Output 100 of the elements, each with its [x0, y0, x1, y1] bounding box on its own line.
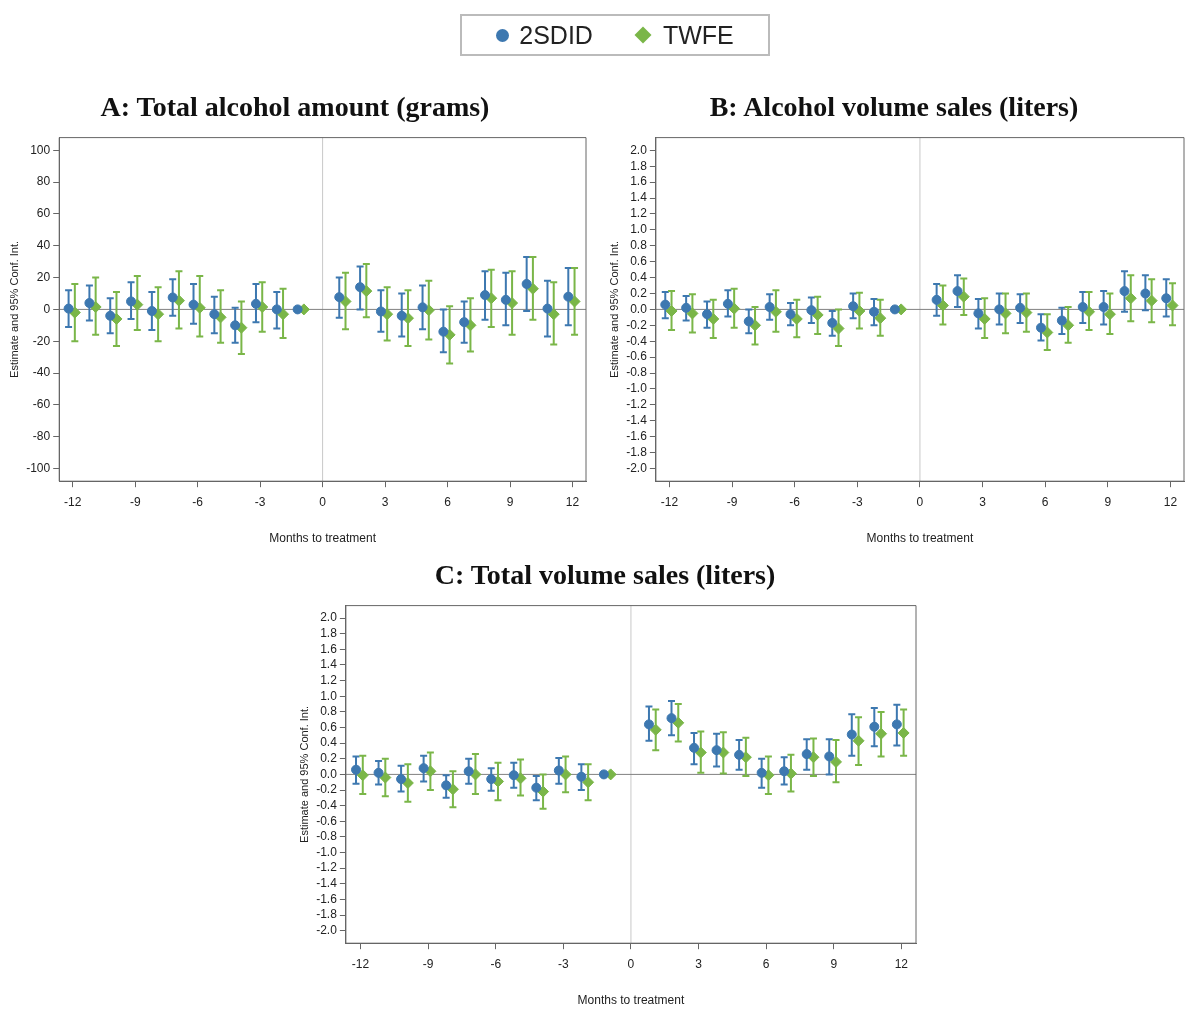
point — [1041, 326, 1054, 339]
y-tick-label: -0.2 — [316, 782, 338, 797]
y-tick-label: -2.0 — [316, 923, 338, 938]
y-tick-label: 0.6 — [630, 253, 648, 268]
point — [779, 766, 790, 777]
x-tick-label: 12 — [894, 956, 909, 971]
x-tick-label: 3 — [695, 956, 703, 971]
y-tick-label: 1.6 — [630, 174, 648, 189]
point — [563, 291, 574, 302]
point — [978, 312, 991, 325]
point — [188, 299, 199, 310]
y-tick-label: 0 — [43, 301, 51, 316]
point — [126, 296, 137, 307]
x-tick-label: 6 — [1041, 494, 1049, 509]
chart-title: B: Alcohol volume sales (liters) — [709, 91, 1079, 123]
point — [1098, 302, 1109, 313]
point — [756, 767, 767, 778]
x-tick-label: -12 — [351, 956, 370, 971]
point — [1103, 308, 1116, 321]
point — [438, 326, 449, 337]
y-tick-label: -1.8 — [316, 907, 338, 922]
y-tick-label: -0.6 — [626, 349, 648, 364]
y-tick-label: -40 — [32, 365, 51, 380]
point — [1166, 299, 1179, 312]
point — [931, 294, 942, 305]
point — [582, 776, 595, 789]
point — [537, 785, 550, 798]
point — [500, 294, 511, 305]
point — [250, 298, 261, 309]
x-tick-label: -6 — [789, 494, 801, 509]
point — [689, 742, 700, 753]
point — [875, 727, 888, 740]
point — [209, 309, 220, 320]
point — [994, 304, 1005, 315]
point — [63, 303, 74, 314]
y-tick-label: 0.2 — [630, 285, 648, 300]
point — [334, 292, 345, 303]
point — [728, 302, 741, 315]
point — [936, 299, 949, 312]
point — [848, 301, 859, 312]
y-tick-label: -20 — [32, 333, 51, 348]
point — [1161, 293, 1172, 304]
x-tick-label: -6 — [192, 494, 204, 509]
point — [396, 774, 407, 785]
point — [846, 729, 857, 740]
y-tick-label: 20 — [36, 269, 51, 284]
point — [146, 305, 157, 316]
chart-title: A: Total alcohol amount (grams) — [100, 91, 490, 123]
y-tick-label: 0.8 — [320, 704, 338, 719]
y-tick-label: -0.4 — [626, 333, 648, 348]
y-tick-label: 1.4 — [320, 657, 338, 672]
y-tick-label: -1.0 — [626, 381, 648, 396]
point — [463, 766, 474, 777]
y-tick-label: -1.6 — [316, 891, 338, 906]
x-axis-title: Months to treatment — [577, 993, 685, 1008]
point — [889, 304, 900, 315]
y-tick-label: 1.0 — [630, 222, 648, 237]
y-tick-label: -80 — [32, 428, 51, 443]
point — [1077, 302, 1088, 313]
point — [874, 312, 887, 325]
y-tick-label: 60 — [36, 206, 51, 221]
point — [418, 763, 429, 774]
y-tick-label: -60 — [32, 397, 51, 412]
point — [1056, 315, 1067, 326]
y-tick-label: -0.6 — [316, 813, 338, 828]
y-tick-label: 1.4 — [630, 190, 648, 205]
point — [1119, 286, 1130, 297]
point — [702, 309, 713, 320]
x-tick-label: 6 — [444, 494, 452, 509]
point — [869, 721, 880, 732]
point — [649, 723, 662, 736]
point — [832, 322, 845, 335]
point — [891, 719, 902, 730]
point — [1145, 294, 1158, 307]
point — [686, 307, 699, 320]
y-tick-label: -0.8 — [316, 829, 338, 844]
y-axis-title: Estimate and 95% Conf. Int. — [297, 705, 310, 843]
point — [1015, 302, 1026, 313]
point — [576, 771, 587, 782]
y-tick-label: 100 — [30, 142, 51, 157]
y-tick-label: 40 — [36, 238, 51, 253]
y-tick-label: -1.4 — [316, 876, 338, 891]
y-tick-label: 0.0 — [630, 301, 648, 316]
point — [852, 734, 865, 747]
point — [598, 769, 609, 780]
y-tick-label: -1.4 — [626, 413, 648, 428]
point — [973, 308, 984, 319]
y-tick-label: 80 — [36, 174, 51, 189]
point — [553, 765, 564, 776]
y-tick-label: -100 — [26, 460, 51, 475]
point — [806, 305, 817, 316]
y-tick-label: 1.6 — [320, 641, 338, 656]
point — [292, 304, 303, 315]
point — [1124, 292, 1137, 305]
y-tick-label: 0.2 — [320, 751, 338, 766]
point — [542, 303, 553, 314]
y-tick-label: 2.0 — [630, 142, 648, 157]
x-tick-label: 9 — [1104, 494, 1112, 509]
point — [521, 278, 532, 289]
point — [785, 309, 796, 320]
